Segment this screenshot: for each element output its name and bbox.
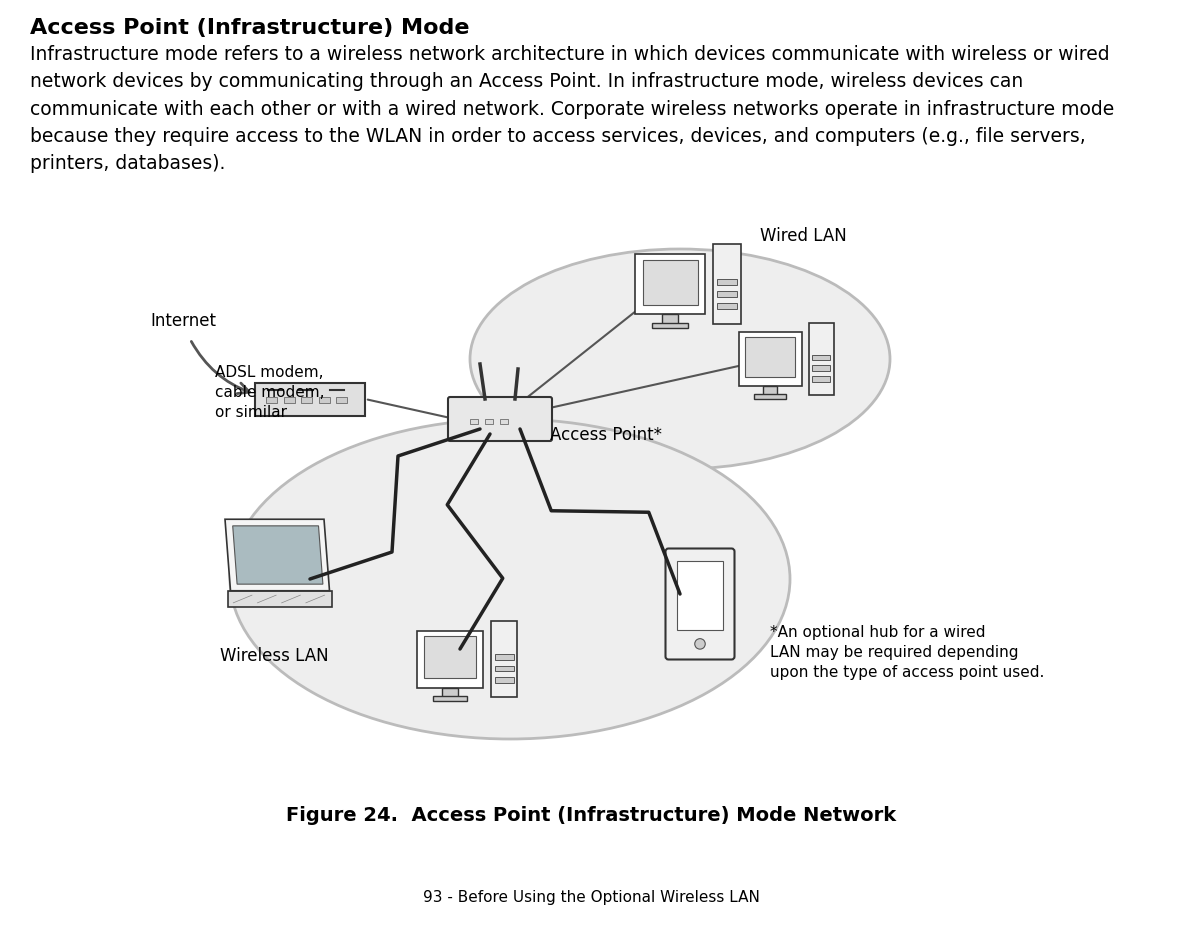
Ellipse shape — [230, 419, 790, 740]
FancyBboxPatch shape — [424, 636, 476, 678]
Text: ADSL modem,
cable modem,
or similar: ADSL modem, cable modem, or similar — [215, 365, 325, 419]
FancyBboxPatch shape — [739, 332, 801, 387]
Text: Internet: Internet — [150, 312, 216, 329]
FancyBboxPatch shape — [717, 303, 738, 310]
FancyBboxPatch shape — [417, 631, 483, 688]
FancyBboxPatch shape — [494, 654, 514, 660]
Bar — [337, 397, 348, 404]
Text: *An optional hub for a wired
LAN may be required depending
upon the type of acce: *An optional hub for a wired LAN may be … — [769, 625, 1045, 679]
Circle shape — [695, 639, 706, 650]
Text: 93 - Before Using the Optional Wireless LAN: 93 - Before Using the Optional Wireless … — [422, 889, 760, 904]
Bar — [266, 397, 277, 404]
FancyBboxPatch shape — [754, 394, 786, 399]
Bar — [470, 419, 478, 424]
Polygon shape — [225, 520, 330, 591]
Bar — [500, 419, 508, 424]
FancyBboxPatch shape — [643, 260, 697, 305]
FancyBboxPatch shape — [662, 315, 678, 325]
Bar — [485, 419, 493, 424]
Text: Wireless LAN: Wireless LAN — [220, 646, 329, 664]
FancyArrowPatch shape — [191, 342, 249, 394]
Text: Infrastructure mode refers to a wireless network architecture in which devices c: Infrastructure mode refers to a wireless… — [30, 45, 1115, 173]
Bar — [284, 397, 294, 404]
Text: Wired LAN: Wired LAN — [760, 226, 846, 245]
FancyBboxPatch shape — [635, 254, 704, 315]
FancyBboxPatch shape — [494, 666, 514, 672]
FancyBboxPatch shape — [745, 338, 794, 378]
Text: Access Point*: Access Point* — [550, 426, 662, 444]
FancyBboxPatch shape — [652, 324, 688, 329]
FancyBboxPatch shape — [812, 366, 830, 371]
Ellipse shape — [470, 250, 890, 470]
FancyBboxPatch shape — [762, 387, 778, 395]
FancyBboxPatch shape — [494, 677, 514, 683]
FancyBboxPatch shape — [442, 688, 457, 697]
Text: Figure 24.  Access Point (Infrastructure) Mode Network: Figure 24. Access Point (Infrastructure)… — [286, 806, 896, 824]
FancyBboxPatch shape — [812, 377, 830, 382]
Text: Access Point (Infrastructure) Mode: Access Point (Infrastructure) Mode — [30, 18, 469, 38]
Polygon shape — [233, 526, 323, 585]
FancyBboxPatch shape — [255, 383, 365, 416]
FancyBboxPatch shape — [808, 324, 833, 395]
Bar — [319, 397, 330, 404]
FancyBboxPatch shape — [717, 279, 738, 286]
Bar — [301, 397, 312, 404]
FancyBboxPatch shape — [228, 591, 332, 608]
FancyBboxPatch shape — [677, 561, 723, 630]
FancyBboxPatch shape — [665, 548, 734, 660]
FancyBboxPatch shape — [491, 622, 518, 697]
FancyBboxPatch shape — [812, 355, 830, 360]
FancyBboxPatch shape — [713, 245, 741, 325]
FancyBboxPatch shape — [448, 397, 552, 442]
FancyBboxPatch shape — [433, 696, 467, 701]
FancyBboxPatch shape — [717, 291, 738, 298]
